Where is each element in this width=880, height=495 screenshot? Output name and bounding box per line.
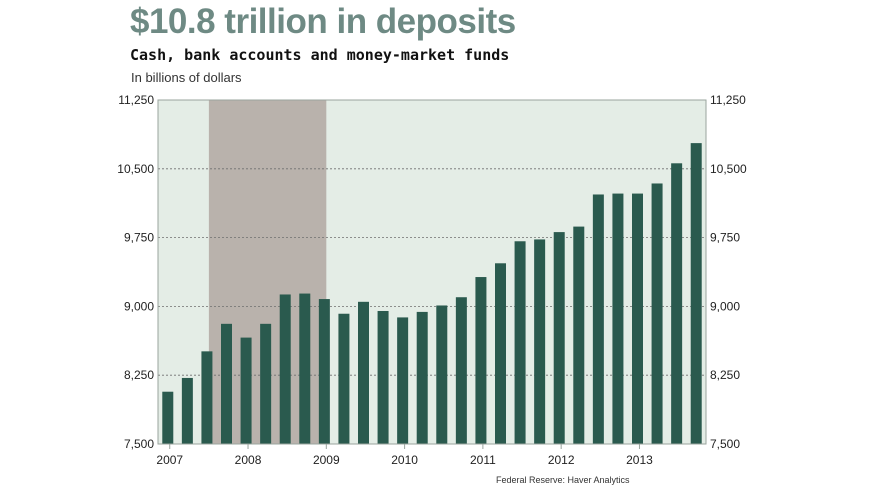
x-tick-label: 2010 (391, 453, 418, 467)
bar (573, 226, 585, 444)
bar (651, 183, 663, 444)
bar (475, 277, 487, 444)
y-tick-label-left: 10,500 (117, 162, 154, 176)
y-tick-label-right: 9,000 (710, 299, 740, 313)
bar (495, 263, 506, 444)
bar (377, 310, 389, 444)
bar (416, 311, 428, 444)
x-tick-label: 2008 (235, 453, 262, 467)
bar (553, 232, 565, 444)
bar (612, 193, 624, 444)
y-tick-label-right: 7,500 (710, 437, 740, 451)
y-tick-label-right: 11,250 (710, 93, 746, 107)
bar (455, 297, 467, 444)
bar (279, 294, 291, 444)
chart-title: $10.8 trillion in deposits (130, 2, 516, 41)
bar (221, 323, 232, 444)
y-tick-label-right: 9,750 (710, 231, 740, 245)
y-tick-label-left: 7,500 (124, 437, 154, 451)
bar (201, 351, 213, 444)
bar (299, 293, 311, 444)
bar (671, 163, 683, 444)
x-tick-label: 2007 (156, 453, 183, 467)
bar (260, 323, 272, 444)
source-note: Federal Reserve: Haver Analytics (496, 475, 630, 485)
y-tick-label-right: 10,500 (710, 162, 747, 176)
bar (318, 299, 330, 444)
x-tick-label: 2012 (548, 453, 575, 467)
units-label: In billions of dollars (131, 70, 242, 85)
plot-frame (157, 99, 707, 445)
x-tick-label: 2013 (626, 453, 653, 467)
bar (162, 391, 174, 444)
y-tick-label-right: 8,250 (710, 368, 740, 382)
chart-subtitle: Cash, bank accounts and money-market fun… (130, 46, 510, 64)
bar (436, 305, 448, 444)
bar (690, 143, 702, 444)
bar (181, 377, 193, 444)
y-tick-label-left: 9,750 (124, 231, 154, 245)
bar (358, 301, 369, 444)
bar (338, 313, 350, 444)
y-tick-label-left: 8,250 (124, 368, 154, 382)
bar (514, 241, 526, 444)
bar (397, 317, 409, 444)
y-tick-label-left: 9,000 (124, 299, 154, 313)
x-tick-label: 2011 (470, 453, 496, 467)
bar (240, 337, 252, 444)
bar (592, 194, 604, 444)
y-tick-label-left: 11,250 (118, 93, 154, 107)
x-tick-label: 2009 (313, 453, 340, 467)
bar (632, 193, 643, 444)
bar (534, 239, 546, 444)
